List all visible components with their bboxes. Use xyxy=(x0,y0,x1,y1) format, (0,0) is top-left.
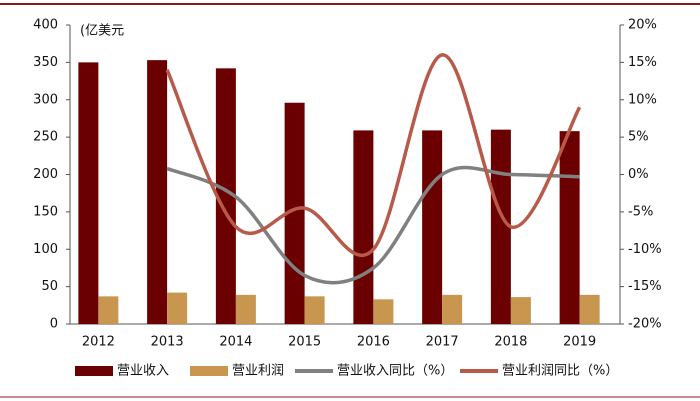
bar xyxy=(442,294,463,324)
legend-label: 营业利润 xyxy=(232,364,284,379)
bar xyxy=(559,131,580,324)
y2-tick-label: 10% xyxy=(628,92,657,107)
legend-label: 营业利润同比（%） xyxy=(502,364,618,379)
y-tick-label: 350 xyxy=(33,55,58,70)
y2-tick-label: 15% xyxy=(628,55,657,70)
bar xyxy=(147,60,168,324)
bar xyxy=(353,130,374,324)
bar xyxy=(579,294,600,324)
x-tick-label: 2015 xyxy=(288,335,321,350)
bar xyxy=(373,299,394,324)
bar xyxy=(490,129,511,324)
y-tick-label: 400 xyxy=(33,18,58,33)
bar xyxy=(78,62,99,324)
x-tick-label: 2019 xyxy=(563,335,596,350)
bar xyxy=(510,297,531,324)
y2-tick-label: -15% xyxy=(628,279,662,294)
y2-tick-label: -5% xyxy=(628,204,653,219)
bar xyxy=(167,292,188,324)
bar xyxy=(284,102,305,325)
bar xyxy=(215,68,236,324)
legend-swatch xyxy=(75,366,113,376)
y-tick-label: 50 xyxy=(41,279,58,294)
x-tick-label: 2013 xyxy=(151,335,184,350)
unit-label: (亿美元 xyxy=(80,24,124,39)
x-tick-label: 2012 xyxy=(82,335,115,350)
x-tick-label: 2016 xyxy=(357,335,390,350)
legend-label: 营业收入同比（%） xyxy=(337,364,453,379)
line xyxy=(165,53,582,258)
y2-tick-label: -10% xyxy=(628,242,662,257)
bar xyxy=(98,296,119,324)
y2-tick-label: 5% xyxy=(628,130,649,145)
x-tick-label: 2018 xyxy=(494,335,527,350)
y-tick-label: 150 xyxy=(33,204,58,219)
x-tick-label: 2014 xyxy=(219,335,252,350)
bar xyxy=(235,294,256,324)
legend-swatch xyxy=(190,366,228,376)
y2-tick-label: 20% xyxy=(628,18,657,33)
bar xyxy=(304,296,325,324)
y2-tick-label: 0% xyxy=(628,167,649,182)
bar xyxy=(422,130,443,324)
y-tick-label: 300 xyxy=(33,92,58,107)
y-tick-label: 100 xyxy=(33,242,58,257)
legend-label: 营业收入 xyxy=(117,364,169,379)
y-tick-label: 200 xyxy=(33,167,58,182)
y2-tick-label: -20% xyxy=(628,317,662,332)
y-tick-label: 0 xyxy=(50,317,58,332)
line xyxy=(166,165,580,285)
x-tick-label: 2017 xyxy=(426,335,459,350)
y-tick-label: 250 xyxy=(33,130,58,145)
